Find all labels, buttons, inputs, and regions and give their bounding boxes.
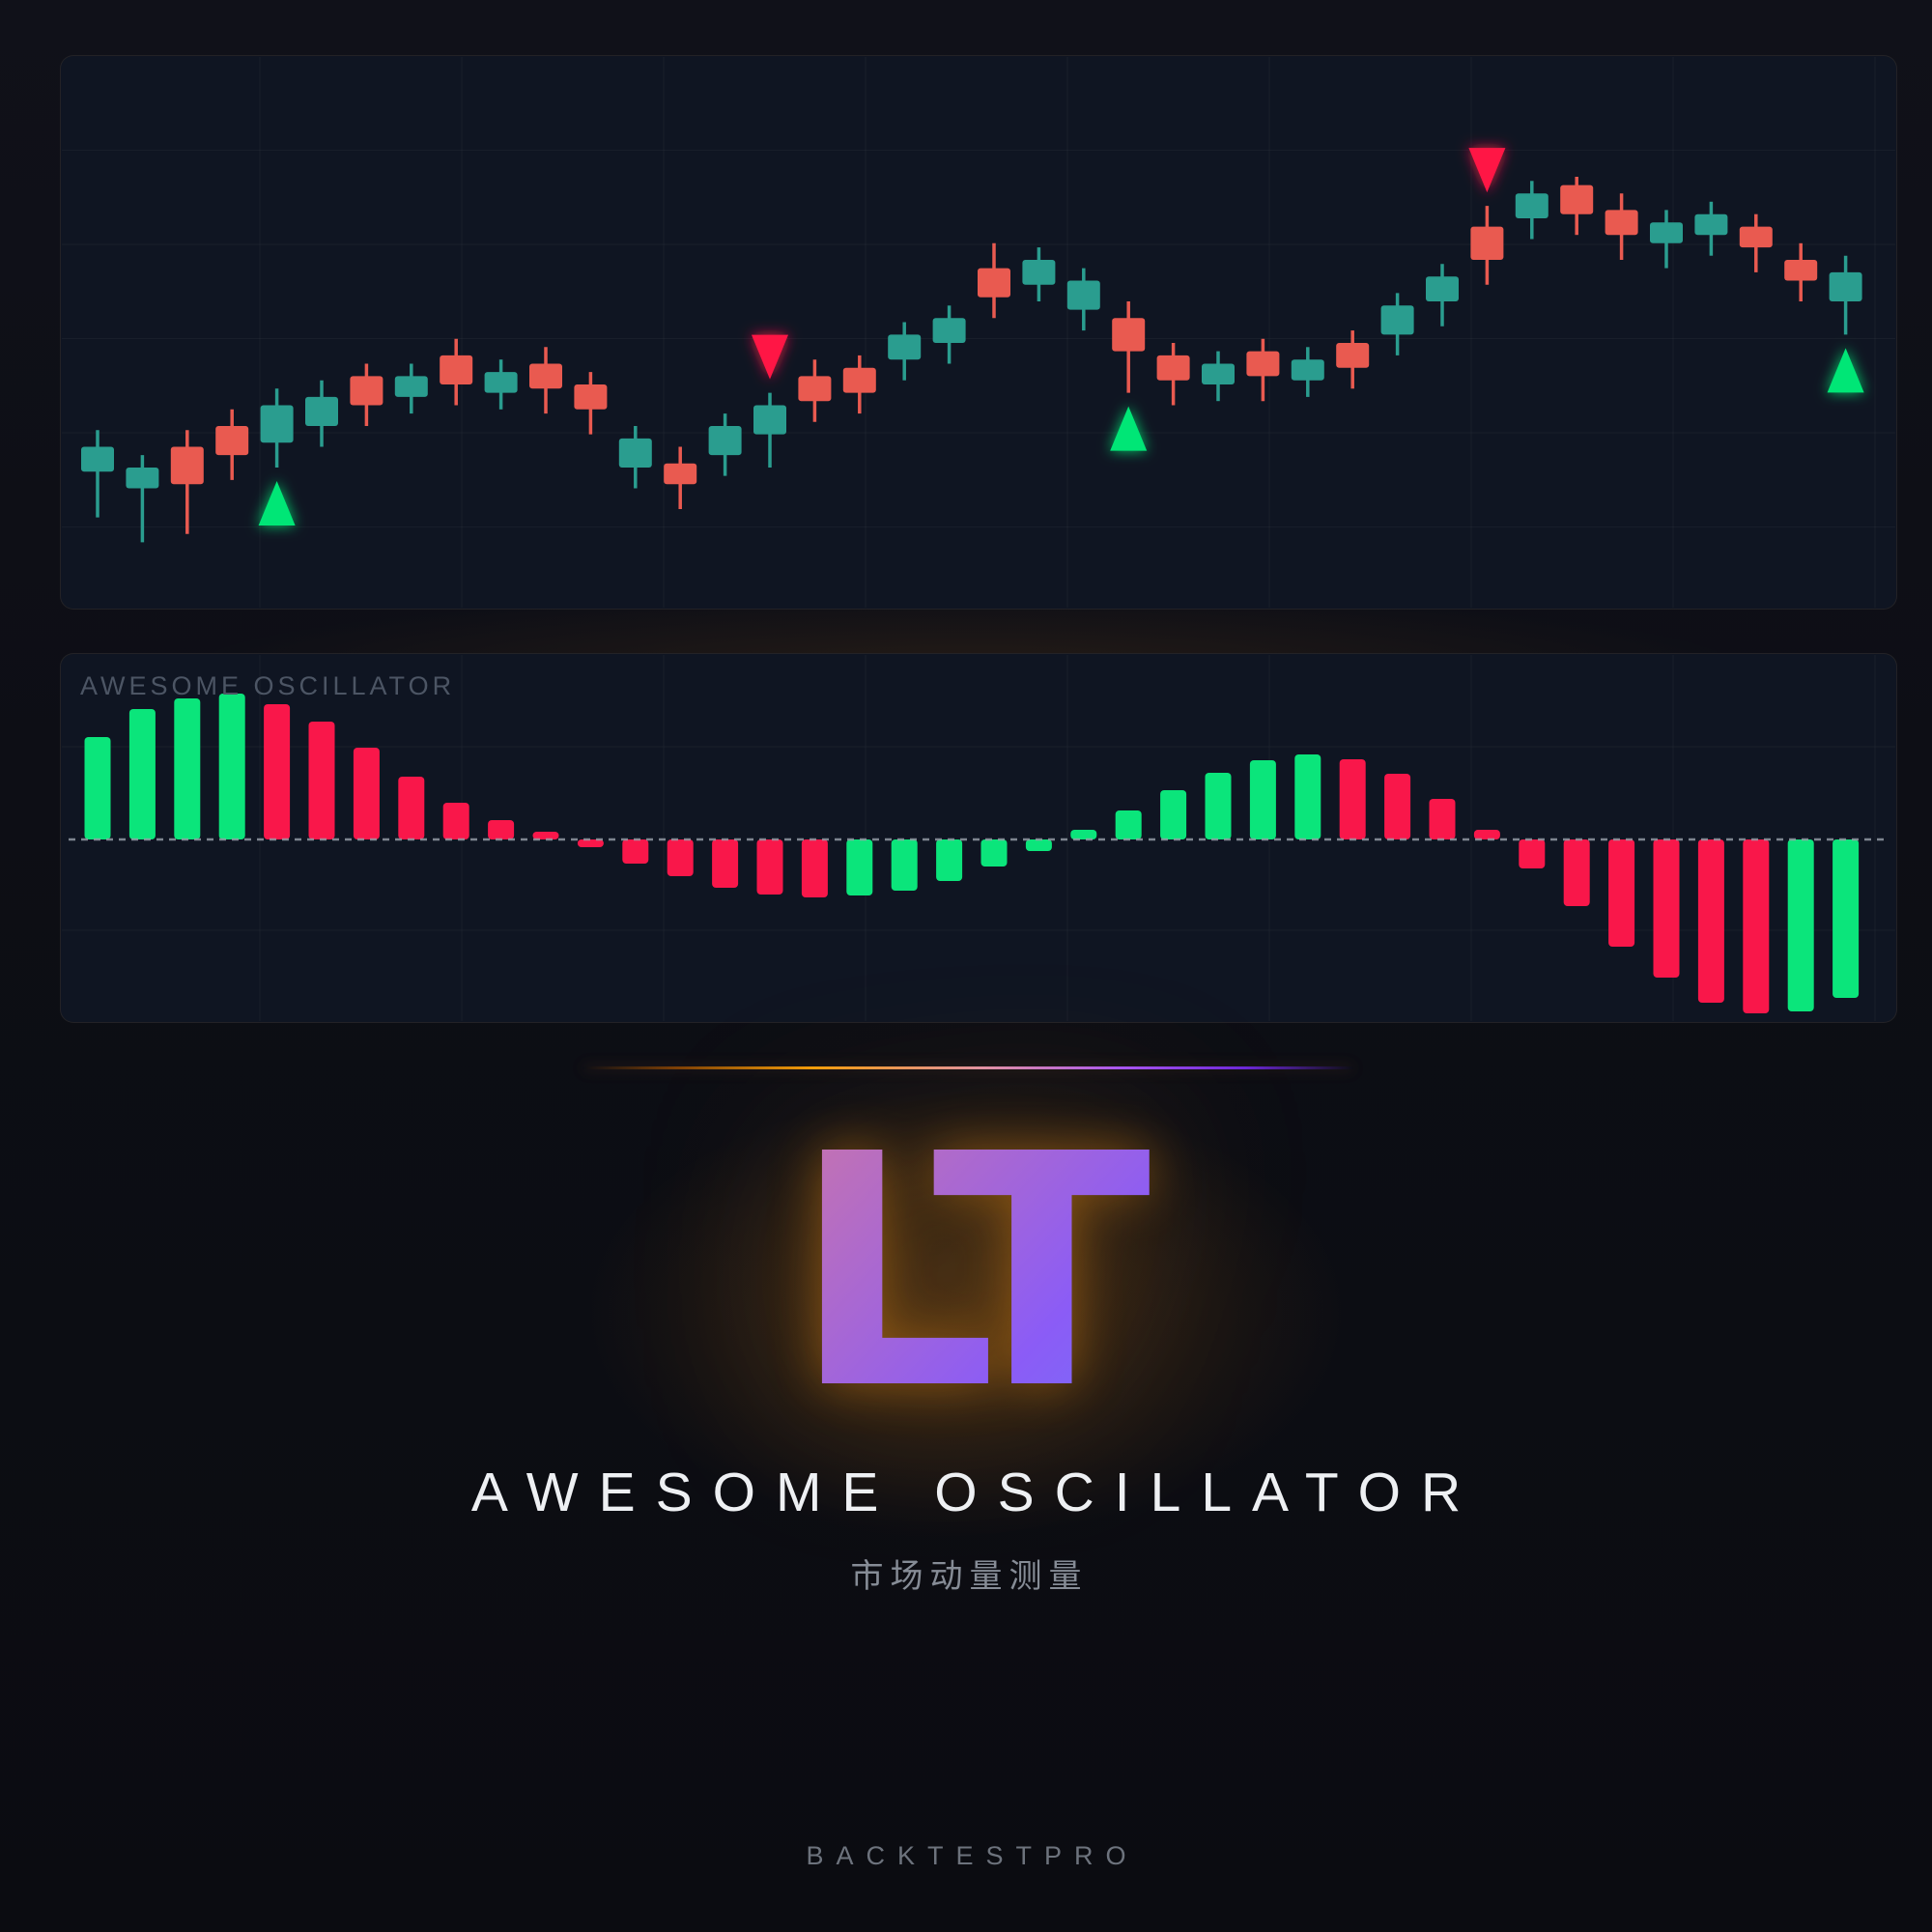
candlestick-chart bbox=[62, 57, 1895, 608]
oscillator-panel-label: AWESOME OSCILLATOR bbox=[80, 671, 455, 700]
poster-title: AWESOME OSCILLATOR bbox=[470, 1462, 1482, 1523]
logo: LT bbox=[0, 1113, 1932, 1434]
gradient-divider bbox=[582, 1066, 1353, 1069]
oscillator-panel: AWESOME OSCILLATOR bbox=[60, 653, 1897, 1023]
oscillator-chart: AWESOME OSCILLATOR bbox=[62, 655, 1895, 1021]
poster-subtitle-zh: 市场动量测量 bbox=[850, 1558, 1089, 1595]
price-chart-panel bbox=[60, 55, 1897, 610]
brand-footer: BACKTESTPRO bbox=[806, 1841, 1139, 1870]
